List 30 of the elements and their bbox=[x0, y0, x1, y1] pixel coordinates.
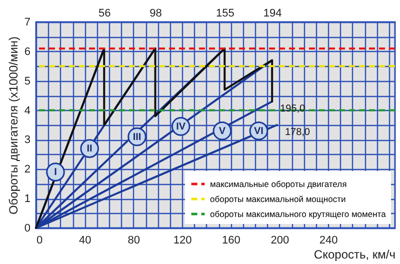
annotation: III bbox=[132, 132, 142, 143]
y-tick-label: 0 bbox=[24, 222, 30, 234]
annotation: V bbox=[218, 126, 226, 137]
x-tick-label: 40 bbox=[79, 234, 92, 246]
x2-tick-label: 155 bbox=[216, 8, 234, 20]
x-tick-label: 80 bbox=[128, 234, 140, 246]
legend-label: максимальные обороты двигателя bbox=[210, 179, 348, 189]
x-tick-label: 240 bbox=[319, 234, 338, 246]
annotation: I bbox=[54, 167, 58, 178]
x2-tick-label: 56 bbox=[98, 8, 111, 20]
x2-tick-label: 98 bbox=[150, 8, 162, 20]
x-tick-label: 200 bbox=[270, 234, 290, 246]
annotation: II bbox=[86, 144, 93, 155]
y-tick-label: 2 bbox=[24, 164, 30, 176]
y-tick-label: 7 bbox=[24, 16, 30, 28]
legend-label: обороты максимальной мощности bbox=[210, 194, 346, 204]
y-axis-title: Обороты двигателя (x1000/мин) bbox=[6, 36, 20, 215]
x-tick-label: 160 bbox=[222, 234, 240, 246]
y-tick-label: 5 bbox=[24, 75, 30, 88]
x-tick-label: 0 bbox=[36, 234, 43, 246]
y-tick-label: 6 bbox=[24, 46, 30, 58]
x-axis-title: Скорость, км/ч bbox=[314, 248, 396, 262]
y-tick-label: 3 bbox=[24, 134, 30, 146]
y-tick-label: 4 bbox=[24, 104, 30, 117]
annotation: IV bbox=[176, 121, 186, 132]
legend-label: обороты максимального крутящего момента bbox=[210, 209, 386, 219]
annotation: VI bbox=[254, 126, 264, 137]
x-tick-label: 120 bbox=[173, 234, 192, 246]
x2-tick-label: 194 bbox=[263, 8, 282, 20]
y-tick-label: 1 bbox=[24, 193, 30, 206]
